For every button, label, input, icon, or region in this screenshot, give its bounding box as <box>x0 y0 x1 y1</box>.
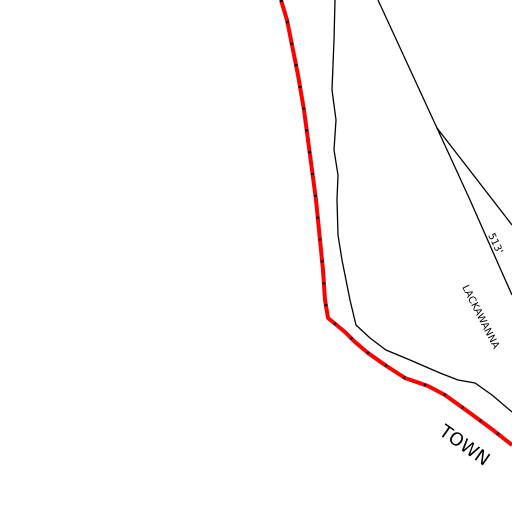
road-line <box>331 0 512 413</box>
boundary-line <box>279 0 512 447</box>
road-line <box>377 0 512 296</box>
road-line <box>436 127 512 226</box>
